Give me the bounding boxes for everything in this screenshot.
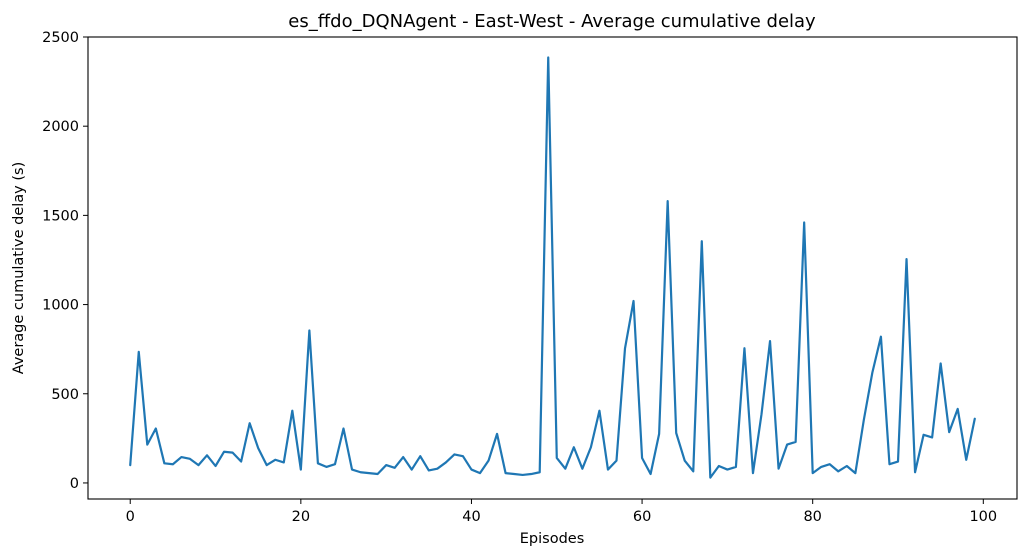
x-tick-label: 0 bbox=[126, 509, 135, 525]
y-axis: 0 500 1000 1500 2000 2500 bbox=[42, 30, 88, 492]
y-tick-label: 500 bbox=[51, 387, 79, 403]
x-tick-label: 20 bbox=[292, 509, 310, 525]
y-tick-label: 1500 bbox=[42, 208, 79, 224]
plot-area bbox=[129, 56, 976, 479]
y-tick-label: 2500 bbox=[42, 30, 79, 46]
x-tick-label: 100 bbox=[969, 509, 997, 525]
y-tick-label: 0 bbox=[70, 476, 79, 492]
x-tick-label: 80 bbox=[803, 509, 821, 525]
plot-frame bbox=[87, 36, 1018, 500]
y-tick-label: 1000 bbox=[42, 298, 79, 314]
x-axis: 0 20 40 60 80 100 bbox=[126, 499, 997, 525]
y-tick-label: 2000 bbox=[42, 119, 79, 135]
y-axis-label: Average cumulative delay (s) bbox=[11, 162, 27, 374]
series-line bbox=[129, 56, 976, 479]
x-tick-label: 60 bbox=[633, 509, 651, 525]
chart-title: es_ffdo_DQNAgent - East-West - Average c… bbox=[288, 11, 816, 32]
x-tick-label: 40 bbox=[462, 509, 480, 525]
x-axis-label: Episodes bbox=[520, 531, 585, 547]
